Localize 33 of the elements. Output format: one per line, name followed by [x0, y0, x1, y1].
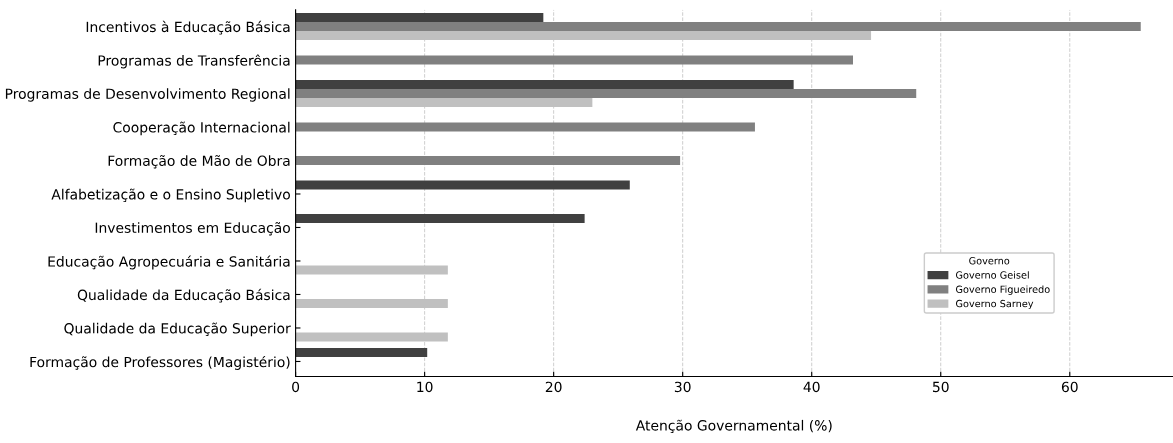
- bar: [295, 122, 755, 132]
- y-tick-label: Investimentos em Educação: [95, 221, 290, 236]
- y-tick-label: Qualidade da Educação Básica: [77, 288, 290, 303]
- y-tick-label: Formação de Professores (Magistério): [30, 355, 290, 370]
- bar: [295, 155, 681, 166]
- x-tick-label: 40: [803, 381, 820, 393]
- legend-label: Governo Sarney: [956, 299, 1034, 310]
- bar: [295, 180, 630, 190]
- y-tick-label: Qualidade da Educação Superior: [64, 322, 291, 337]
- x-tick-label: 50: [932, 381, 949, 393]
- x-tick-label: 30: [674, 381, 691, 393]
- x-tick-label: 10: [417, 381, 433, 393]
- bar: [295, 55, 854, 65]
- bar: [295, 347, 428, 357]
- y-tick-label: Programas de Desenvolvimento Regional: [5, 88, 290, 102]
- x-tick-label: 20: [545, 381, 562, 393]
- bar: [295, 88, 917, 99]
- legend-title: Governo: [969, 257, 1010, 265]
- y-tick-label: Educação Agropecuária e Sanitária: [48, 255, 290, 270]
- y-tick-label: Alfabetização e o Ensino Supletivo: [51, 188, 290, 203]
- bar: [295, 12, 544, 22]
- y-tick-label: Programas de Transferência: [98, 54, 290, 69]
- y-tick-label: Formação de Mão de Obra: [108, 154, 290, 169]
- bar: [295, 213, 585, 223]
- x-tick-label: 0: [292, 381, 300, 393]
- x-tick-label: 60: [1061, 381, 1078, 393]
- bar: [295, 21, 1141, 32]
- legend-label: Governo Geisel: [956, 271, 1029, 279]
- bar: [295, 79, 794, 89]
- y-tick-label: Cooperação Internacional: [113, 121, 290, 136]
- legend-label: Governo Figueiredo: [956, 285, 1050, 295]
- y-tick-label: Incentivos à Educação Básica: [86, 20, 290, 35]
- x-axis-title: Atenção Governamental (%): [635, 419, 832, 434]
